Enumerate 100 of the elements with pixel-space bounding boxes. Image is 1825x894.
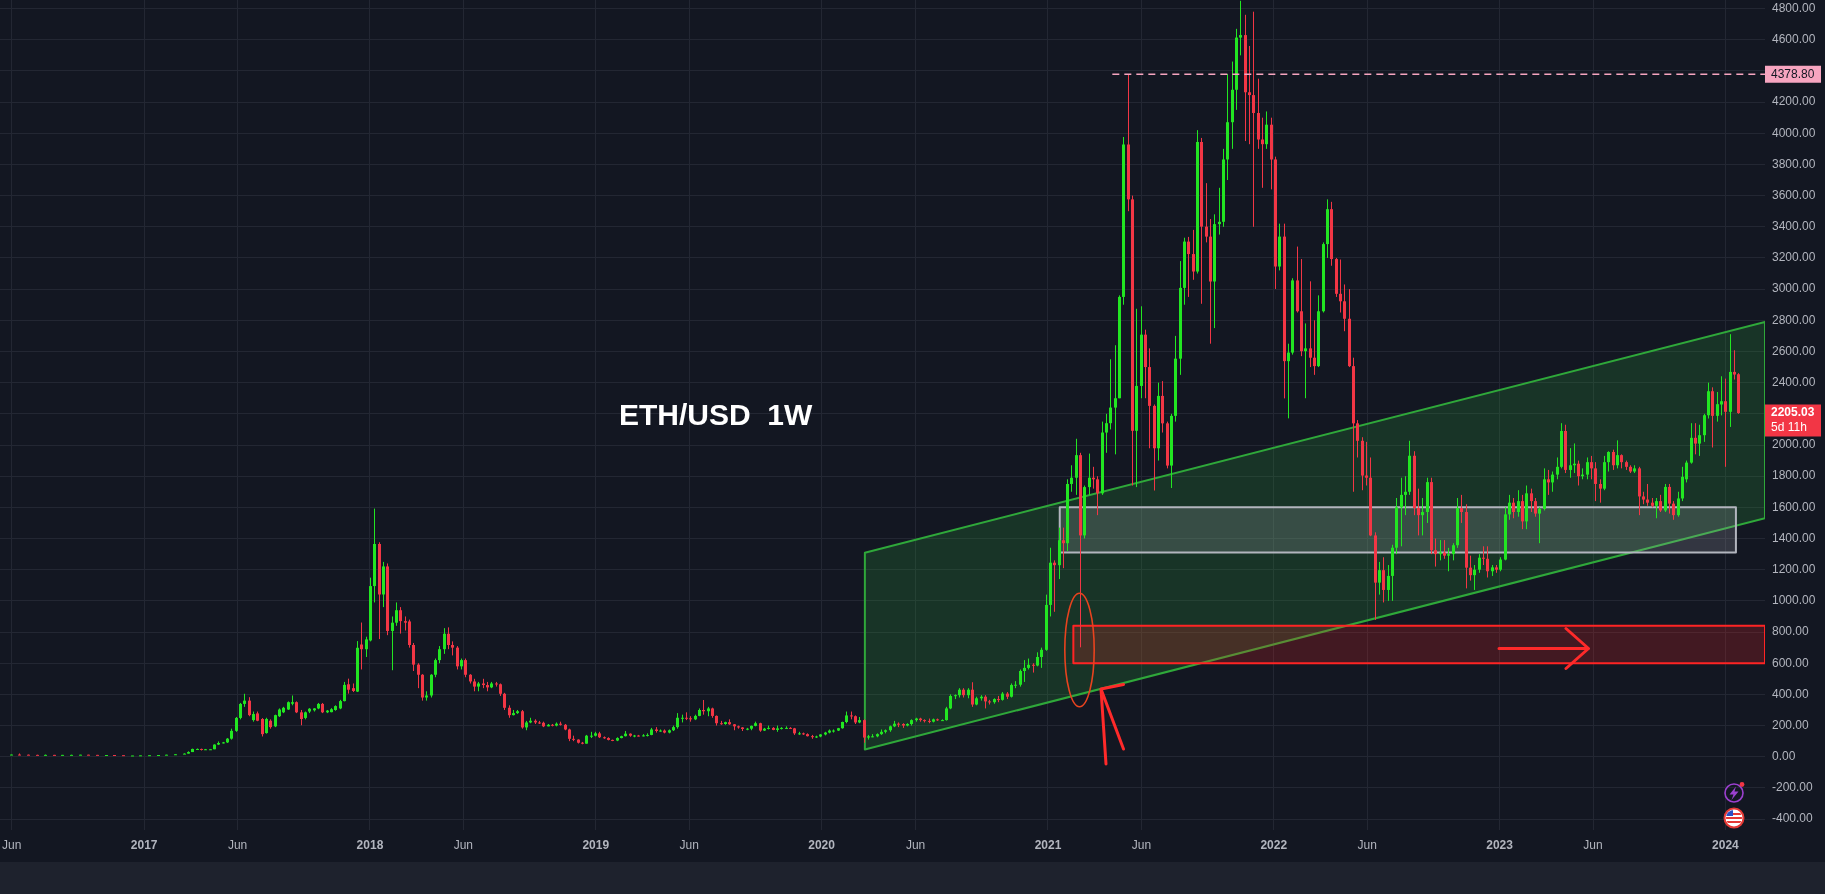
candlestick xyxy=(1720,375,1723,416)
candlestick xyxy=(1447,547,1450,572)
candlestick xyxy=(1070,464,1073,493)
candlestick xyxy=(1309,280,1312,368)
y-tick-label: 4600.00 xyxy=(1772,32,1816,47)
candlestick xyxy=(1677,491,1680,518)
candlestick xyxy=(1590,455,1593,480)
candlestick xyxy=(1655,497,1658,519)
y-tick-label: 3400.00 xyxy=(1772,219,1816,234)
x-tick-label: 2020 xyxy=(808,837,836,852)
candlestick xyxy=(464,658,467,678)
candlestick xyxy=(1616,439,1619,469)
y-tick-label: 600.00 xyxy=(1772,655,1810,670)
y-tick-label: 4800.00 xyxy=(1772,0,1816,15)
candlestick xyxy=(1417,488,1420,536)
y-tick-label: 400.00 xyxy=(1772,686,1810,701)
candlestick xyxy=(1062,527,1065,569)
candlestick xyxy=(1512,497,1515,519)
candlestick xyxy=(447,626,450,650)
candlestick xyxy=(1109,358,1112,430)
candlestick xyxy=(971,681,974,708)
candlestick xyxy=(1716,391,1719,423)
candlestick xyxy=(521,709,524,730)
y-tick-label: 3600.00 xyxy=(1772,187,1816,202)
candlestick xyxy=(1478,553,1481,574)
x-tick-label: Jun xyxy=(679,837,699,852)
candlestick xyxy=(1378,561,1381,596)
candlestick xyxy=(417,662,420,689)
candlestick xyxy=(1724,378,1727,468)
candlestick xyxy=(1356,419,1359,458)
candlestick xyxy=(1508,494,1511,521)
candlestick xyxy=(1205,182,1208,243)
x-tick-label: Jun xyxy=(1357,837,1377,852)
candlestick xyxy=(456,645,459,670)
candlestick xyxy=(1473,564,1476,591)
y-tick-label: 3800.00 xyxy=(1772,156,1816,171)
candlestick xyxy=(248,696,251,717)
candlestick xyxy=(1192,229,1195,281)
candlestick xyxy=(1612,449,1615,471)
candlestick xyxy=(1681,466,1684,502)
candlestick xyxy=(1698,424,1701,457)
candlestick xyxy=(1530,488,1533,513)
candlestick xyxy=(863,718,866,744)
x-tick-label: 2017 xyxy=(130,837,158,852)
candlestick xyxy=(1538,506,1541,544)
y-tick-label: 4200.00 xyxy=(1772,94,1816,109)
candlestick xyxy=(1400,477,1403,547)
candlestick xyxy=(1556,456,1559,480)
candlestick xyxy=(1382,556,1385,603)
candlestick xyxy=(1239,0,1242,56)
x-tick-label: 2022 xyxy=(1260,837,1288,852)
x-tick-label: Jun xyxy=(453,837,474,852)
candlestick xyxy=(395,601,398,627)
y-tick-label: 2800.00 xyxy=(1772,312,1816,327)
x-tick-label: Jun xyxy=(905,837,926,852)
y-tick-label: 4000.00 xyxy=(1772,125,1816,140)
candlestick xyxy=(1703,413,1706,443)
candlestick xyxy=(261,717,264,737)
candlestick xyxy=(1586,456,1589,480)
candlestick xyxy=(1248,45,1251,145)
candlestick xyxy=(1694,422,1697,455)
y-tick-label: 2600.00 xyxy=(1772,343,1816,358)
candlestick xyxy=(1304,322,1307,399)
candlestick xyxy=(1252,11,1255,228)
candlestick xyxy=(1434,538,1437,568)
candlestick xyxy=(1404,475,1407,516)
y-tick-label: 3000.00 xyxy=(1772,281,1816,296)
candlestick xyxy=(412,642,415,672)
candlestick xyxy=(1387,564,1390,602)
candlestick xyxy=(1339,259,1342,314)
candlestick xyxy=(434,658,437,678)
candlestick xyxy=(1032,662,1035,674)
candlestick xyxy=(1664,483,1667,513)
candlestick xyxy=(1265,110,1268,150)
y-tick-label: 1600.00 xyxy=(1772,499,1816,514)
candlestick xyxy=(1287,343,1290,419)
candlestick xyxy=(1607,450,1610,472)
candlestick xyxy=(1551,471,1554,493)
candlestick xyxy=(1421,497,1424,536)
y-tick-label: 2000.00 xyxy=(1772,437,1816,452)
text: 2205.03 xyxy=(1771,405,1815,420)
candlestick xyxy=(689,715,692,723)
candlestick xyxy=(1443,539,1446,560)
y-tick-label: 3200.00 xyxy=(1772,250,1816,265)
candlestick xyxy=(1343,283,1346,332)
candlestick xyxy=(1040,647,1043,669)
text: 5d 11h xyxy=(1771,420,1807,435)
candlestick xyxy=(1668,483,1671,515)
candlestick xyxy=(1460,494,1463,524)
y-tick-label: 200.00 xyxy=(1772,717,1810,732)
x-tick-label: 2019 xyxy=(582,837,610,852)
x-tick-label: Jun xyxy=(227,837,248,852)
candlestick xyxy=(421,673,424,702)
x-tick-label: 2021 xyxy=(1034,837,1062,852)
candlestick xyxy=(443,627,446,655)
y-tick-label: 800.00 xyxy=(1772,624,1810,639)
candlestick xyxy=(1469,555,1472,582)
candlestick xyxy=(1599,478,1602,504)
x-tick-label: Jun xyxy=(1131,837,1152,852)
candlestick xyxy=(1486,545,1489,578)
